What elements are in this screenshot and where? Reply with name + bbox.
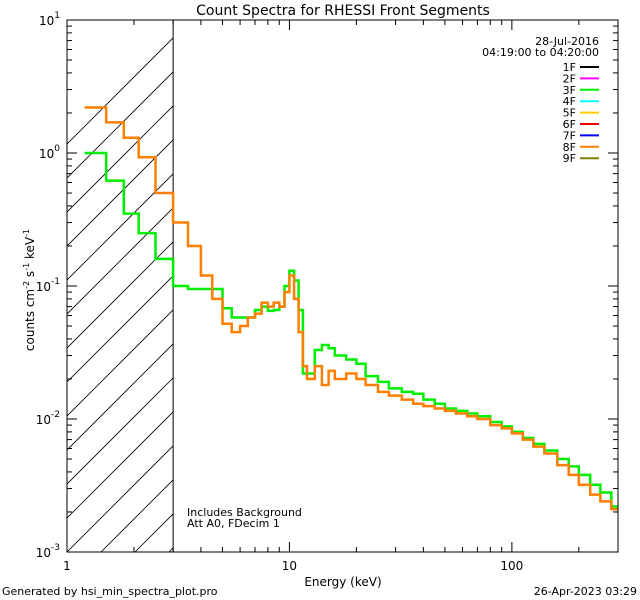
y-tick-label: 100 xyxy=(39,144,60,161)
series-layer xyxy=(84,106,618,511)
hatch-line xyxy=(67,275,174,383)
hatch-line xyxy=(67,105,174,213)
y-axis-label: counts cm-2 s-1 keV-1 xyxy=(22,229,37,351)
hatch-line xyxy=(100,479,174,552)
footer-generated-by: Generated by hsi_min_spectra_plot.pro xyxy=(2,585,218,598)
hatch-line xyxy=(373,0,640,552)
chart-title: Count Spectra for RHESSI Front Segments xyxy=(196,3,490,19)
series-3F-line xyxy=(84,151,618,508)
hatch-line xyxy=(441,0,640,552)
series-8F-line xyxy=(84,106,618,511)
y-tick-label: 101 xyxy=(39,11,60,28)
x-tick-label: 1 xyxy=(63,559,71,573)
legend-label-1F: 1F xyxy=(563,61,576,74)
x-tick-label: 10 xyxy=(282,559,297,573)
legend-label-3F: 3F xyxy=(563,84,576,97)
annotation-attenuator: Att A0, FDecim 1 xyxy=(187,517,280,530)
hatch-line xyxy=(67,343,174,451)
footer-timestamp: 26-Apr-2023 03:29 xyxy=(534,585,637,598)
legend-time-range: 04:19:00 to 04:20:00 xyxy=(482,46,599,59)
legend-label-8F: 8F xyxy=(563,141,576,154)
legend-label-9F: 9F xyxy=(563,152,576,165)
plot-frame xyxy=(66,19,619,553)
hatch-line xyxy=(67,241,174,349)
hatch-line xyxy=(475,0,640,552)
hatch-line xyxy=(67,173,174,281)
hatch-line xyxy=(67,139,174,247)
y-axis-ticks: 101 100 10-1 10-2 10-3 xyxy=(36,11,618,560)
hatch-line xyxy=(67,411,174,519)
x-tick-label: 100 xyxy=(500,559,523,573)
legend-label-5F: 5F xyxy=(563,107,576,120)
y-tick-label: 10-3 xyxy=(36,543,60,560)
hatch-line xyxy=(407,0,640,552)
hatch-line xyxy=(339,0,640,552)
hatch-line xyxy=(67,309,174,417)
hatch-line xyxy=(305,0,640,552)
legend-label-7F: 7F xyxy=(563,129,576,142)
x-axis-label: Energy (keV) xyxy=(304,575,381,589)
y-tick-label: 10-2 xyxy=(36,410,60,427)
legend-date: 28-Jul-2016 xyxy=(535,35,599,48)
hatch-line xyxy=(67,445,174,552)
y-tick-label: 10-1 xyxy=(36,277,60,294)
hatch-line xyxy=(67,207,174,315)
legend-label-2F: 2F xyxy=(563,72,576,85)
x-axis-ticks: 1 10 100 xyxy=(63,20,619,573)
legend-label-6F: 6F xyxy=(563,118,576,131)
legend: 28-Jul-2016 04:19:00 to 04:20:00 1F2F3F4… xyxy=(482,35,599,165)
hatched-excluded-region xyxy=(67,0,640,552)
legend-label-4F: 4F xyxy=(563,95,576,108)
hatch-line xyxy=(271,0,640,552)
hatch-line xyxy=(67,377,174,485)
hatch-line xyxy=(67,71,174,179)
hatch-line xyxy=(67,37,174,145)
annotation-background: Includes Background xyxy=(187,506,302,519)
